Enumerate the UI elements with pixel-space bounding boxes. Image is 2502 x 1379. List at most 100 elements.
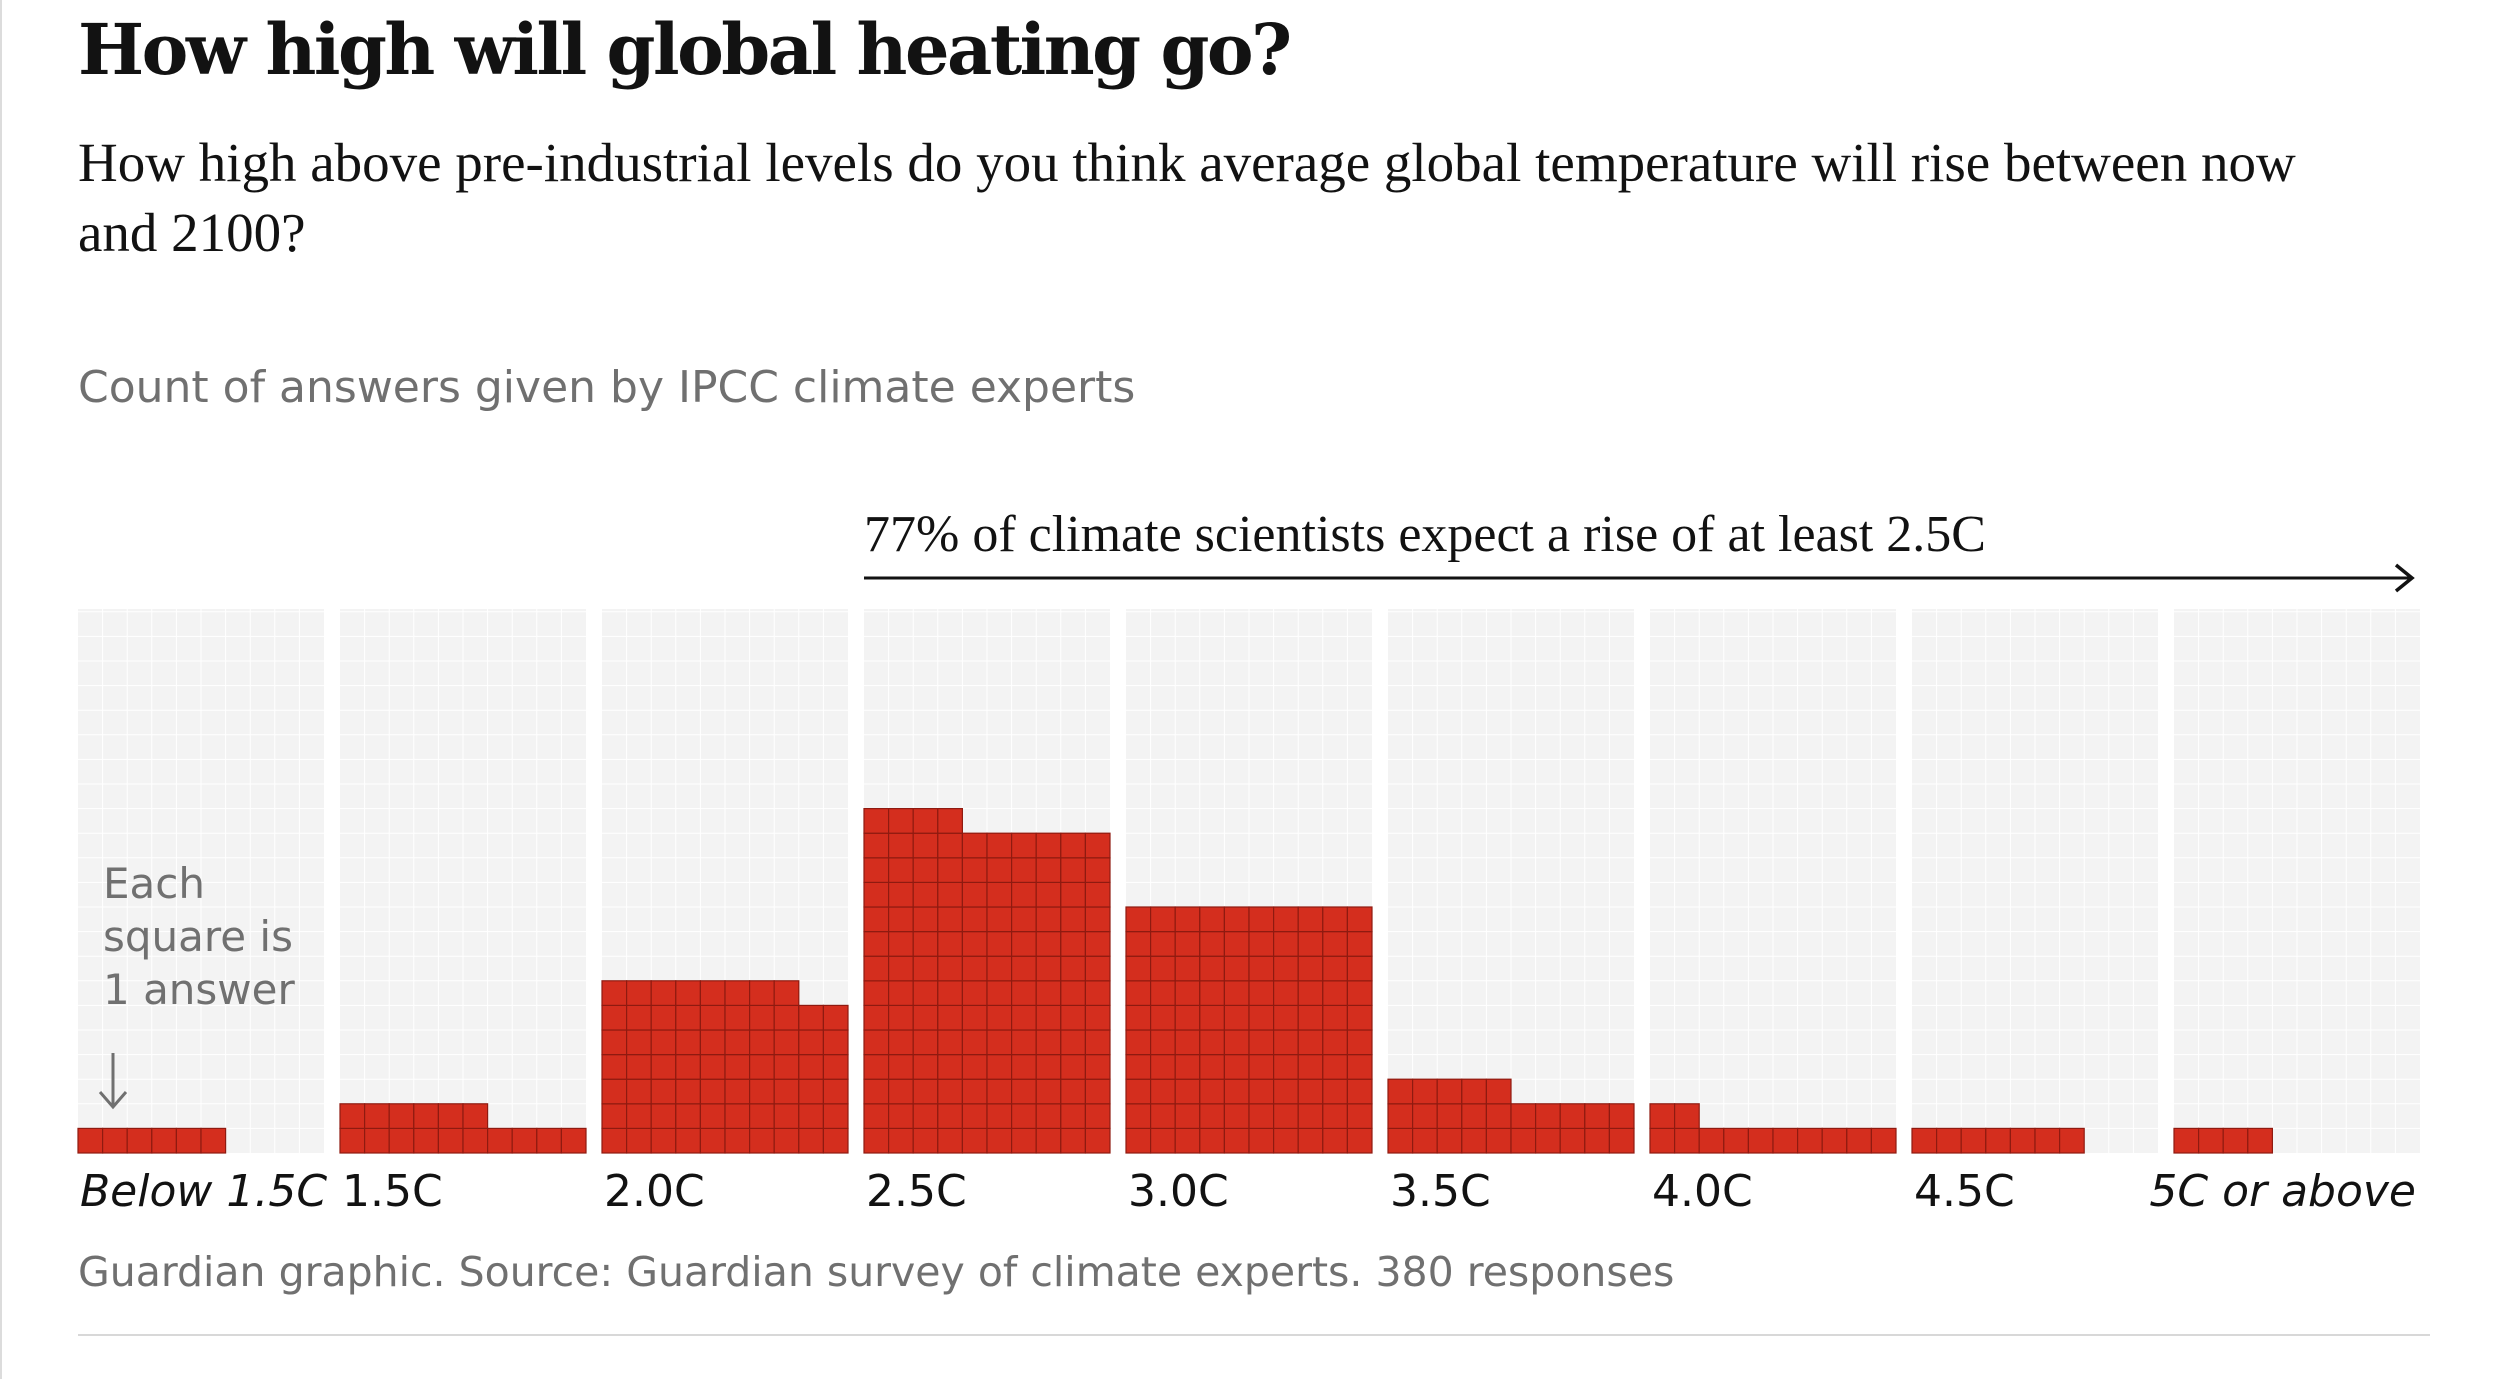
answer-square xyxy=(1060,1078,1087,1105)
squares-1-5c xyxy=(339,1103,587,1154)
answer-square xyxy=(724,1127,751,1154)
answer-square xyxy=(413,1127,439,1154)
answer-square xyxy=(1125,1078,1152,1105)
bottom-divider xyxy=(78,1334,2430,1336)
answer-square xyxy=(462,1127,489,1154)
answer-square xyxy=(773,1078,800,1105)
answer-square xyxy=(1035,1078,1062,1105)
answer-square xyxy=(1322,931,1349,957)
answer-square xyxy=(1272,1053,1299,1080)
answer-square xyxy=(961,1004,988,1031)
answer-square xyxy=(937,1029,963,1056)
answer-square xyxy=(675,1053,701,1080)
answer-square xyxy=(1608,1127,1635,1154)
chart-standfirst: How high above pre-industrial levels do … xyxy=(78,132,2296,263)
answer-square xyxy=(699,1127,726,1154)
answer-square xyxy=(1411,1078,1438,1105)
answer-square xyxy=(1985,1127,2012,1154)
answer-square xyxy=(1174,1078,1201,1105)
answer-square xyxy=(1125,1103,1152,1129)
answer-square xyxy=(1223,1029,1250,1056)
answer-square xyxy=(1510,1127,1537,1154)
answer-square xyxy=(1248,931,1275,957)
answer-square xyxy=(650,1078,677,1105)
answer-square xyxy=(2247,1127,2274,1154)
answer-square xyxy=(748,1004,775,1031)
answer-square xyxy=(1199,906,1226,933)
answer-square xyxy=(863,1078,890,1105)
unit-note: Each square is 1 answer xyxy=(98,859,296,1110)
answer-square xyxy=(1174,955,1201,982)
annotation: 77% of climate scientists expect a rise … xyxy=(864,506,2415,593)
answer-square xyxy=(126,1127,153,1154)
answer-square xyxy=(511,1127,538,1154)
answer-square xyxy=(1297,1127,1324,1154)
answer-square xyxy=(1035,1004,1062,1031)
category-labels: Below 1.5C 1.5C 2.0C 2.5C 3.0C 3.5C 4.0C 4.5C 5C… xyxy=(80,1166,2416,1217)
answer-square xyxy=(1534,1103,1561,1129)
answer-square xyxy=(1322,1078,1349,1105)
answer-square xyxy=(863,1127,890,1154)
answer-square xyxy=(863,980,890,1006)
answer-square xyxy=(1035,955,1062,982)
answer-square xyxy=(1010,1053,1037,1080)
answer-square xyxy=(937,955,963,982)
answer-square xyxy=(986,1029,1013,1056)
answer-square xyxy=(1297,1053,1324,1080)
answer-square xyxy=(1060,1029,1087,1056)
answer-square xyxy=(912,1053,939,1080)
chart-title: How high will global heating go? xyxy=(78,8,1292,91)
answer-square xyxy=(1060,857,1087,883)
answer-square xyxy=(937,906,963,933)
answer-square xyxy=(1125,931,1152,957)
answer-square xyxy=(601,1029,628,1056)
answer-square xyxy=(1297,980,1324,1006)
answer-square xyxy=(1846,1127,1873,1154)
answer-square xyxy=(863,931,890,957)
answer-square xyxy=(1149,1004,1176,1031)
answer-square xyxy=(1322,1053,1349,1080)
answer-square xyxy=(625,1004,652,1031)
answer-square xyxy=(1035,906,1062,933)
panel-1-5c xyxy=(340,609,586,1153)
answer-square xyxy=(650,1127,677,1154)
answer-square xyxy=(625,1127,652,1154)
answer-square xyxy=(699,1078,726,1105)
answer-square xyxy=(650,1103,677,1129)
answer-square xyxy=(798,1053,824,1080)
answer-square xyxy=(912,1103,939,1129)
answer-square xyxy=(961,931,988,957)
squares-4-5c xyxy=(1911,1127,2085,1154)
answer-square xyxy=(773,1127,800,1154)
answer-square xyxy=(1649,1127,1676,1154)
answer-square xyxy=(863,832,890,859)
answer-square xyxy=(773,1029,800,1056)
answer-square xyxy=(601,980,628,1006)
answer-square xyxy=(1010,1103,1037,1129)
answer-square xyxy=(1084,1103,1111,1129)
answer-square xyxy=(699,1053,726,1080)
answer-square xyxy=(601,1053,628,1080)
answer-square xyxy=(1747,1127,1774,1154)
answer-square xyxy=(1084,931,1111,957)
answer-square xyxy=(151,1127,178,1154)
answer-square xyxy=(388,1103,415,1129)
answer-square xyxy=(1010,881,1037,908)
answer-square xyxy=(1223,1103,1250,1129)
answer-square xyxy=(1035,1029,1062,1056)
answer-square xyxy=(1346,1053,1373,1080)
answer-square xyxy=(1174,906,1201,933)
answer-square xyxy=(1035,832,1062,859)
answer-square xyxy=(1322,1103,1349,1129)
answer-square xyxy=(937,857,963,883)
answer-square xyxy=(1060,955,1087,982)
answer-square xyxy=(1060,906,1087,933)
answer-square xyxy=(724,1029,751,1056)
answer-square xyxy=(1584,1127,1611,1154)
answer-square xyxy=(1673,1127,1700,1154)
answer-square xyxy=(2059,1127,2085,1154)
answer-square xyxy=(1199,1103,1226,1129)
answer-square xyxy=(887,1127,914,1154)
answer-square xyxy=(1084,906,1111,933)
panel-4-0c xyxy=(1650,609,1896,1153)
